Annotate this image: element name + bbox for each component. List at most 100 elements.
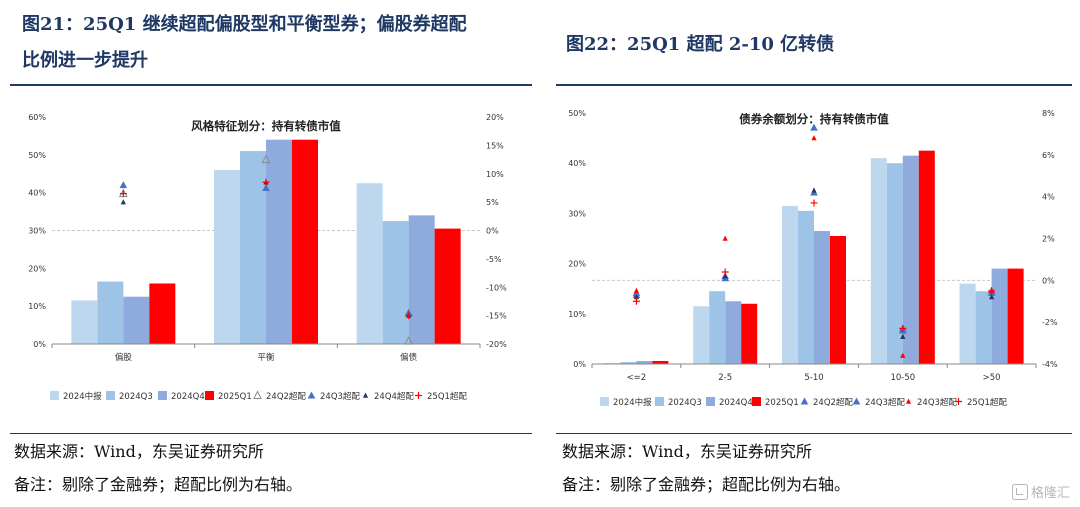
bar xyxy=(975,291,992,364)
bar xyxy=(782,205,798,364)
bar xyxy=(693,306,710,364)
bar xyxy=(902,155,919,364)
y2-tick-label: -15% xyxy=(486,312,507,321)
watermark-text: 格隆汇 xyxy=(1030,486,1070,501)
category-label: <=2 xyxy=(627,373,647,383)
bar xyxy=(709,291,726,364)
y2-tick-label: -4% xyxy=(1042,360,1058,369)
right-source: 数据来源：Wind，东吴证券研究所 xyxy=(562,442,812,461)
y-tick-label: 30% xyxy=(568,209,586,218)
overweight-marker xyxy=(721,268,729,276)
bar xyxy=(97,281,124,344)
bar xyxy=(991,268,1008,364)
bar xyxy=(382,221,409,344)
y-tick-label: 10% xyxy=(568,310,586,319)
legend-label: 24Q3超配 xyxy=(320,391,360,402)
legend-swatch xyxy=(600,397,609,406)
category-label: 2-5 xyxy=(718,373,732,383)
overweight-marker xyxy=(988,287,996,295)
bar xyxy=(620,361,637,364)
bar xyxy=(652,360,669,364)
left-source-rule xyxy=(10,433,532,434)
overweight-marker xyxy=(899,324,907,332)
legend-swatch xyxy=(158,391,167,400)
bar xyxy=(434,228,461,344)
y2-tick-label: -5% xyxy=(486,255,502,264)
y2-tick-label: 15% xyxy=(486,141,504,150)
right-note: 备注：剔除了金融券；超配比例为右轴。 xyxy=(562,475,851,494)
right-source-rule xyxy=(556,433,1072,434)
overweight-marker xyxy=(810,199,818,207)
legend-label: 2024Q3 xyxy=(668,398,702,408)
y-tick-label: 40% xyxy=(28,189,46,198)
legend-swatch xyxy=(706,397,715,406)
y-tick-label: 20% xyxy=(28,264,46,273)
legend-label: 2024Q4 xyxy=(171,392,205,402)
bar xyxy=(240,151,266,344)
overweight-marker xyxy=(404,336,414,345)
legend-marker-icon xyxy=(253,390,262,399)
y-tick-label: 30% xyxy=(28,227,46,236)
legend-label: 25Q1超配 xyxy=(427,391,467,402)
y-tick-label: 20% xyxy=(568,260,586,269)
watermark-logo-icon xyxy=(1011,483,1028,500)
overweight-marker xyxy=(810,123,818,131)
bar xyxy=(123,296,150,344)
bar xyxy=(886,163,903,364)
overweight-marker xyxy=(261,154,271,164)
bar xyxy=(918,150,935,364)
bar xyxy=(604,362,621,364)
overweight-marker xyxy=(811,187,817,193)
bar xyxy=(149,283,176,344)
left-figure-title-line2: 比例进一步提升 xyxy=(22,50,148,71)
legend-label: 24Q3超配 xyxy=(917,397,957,408)
y2-tick-label: 0% xyxy=(486,227,499,236)
legend-label: 2025Q1 xyxy=(765,398,799,408)
chart-title: 债券余额划分：持有转债市值 xyxy=(739,112,889,126)
left-chart: 风格特征划分：持有转债市值 0% 10% 20% 30% 40% 50% 60% -20% -15… xyxy=(28,113,507,402)
overweight-marker xyxy=(120,199,126,205)
legend-label: 2024中报 xyxy=(63,391,102,402)
bar xyxy=(798,210,814,364)
legend-marker-icon xyxy=(415,392,422,399)
overweight-marker xyxy=(989,294,995,300)
legend-swatch xyxy=(106,391,115,400)
bar xyxy=(408,215,435,344)
legend-label: 2024Q3 xyxy=(119,392,153,402)
overweight-marker xyxy=(119,190,127,198)
y-tick-label: 0% xyxy=(573,360,586,369)
overweight-marker xyxy=(811,135,817,141)
legend-swatch xyxy=(752,397,761,406)
overweight-marker xyxy=(633,294,639,300)
bar xyxy=(356,183,383,344)
legend-swatch xyxy=(655,397,664,406)
watermark: 格隆汇 xyxy=(1011,482,1070,501)
bar xyxy=(725,301,742,364)
left-note: 备注：剔除了金融券；超配比例为右轴。 xyxy=(14,475,303,494)
legend-label: 2024Q4 xyxy=(719,398,753,408)
y-tick-label: 50% xyxy=(28,151,46,160)
legend-swatch xyxy=(50,391,59,400)
category-label: 偏债 xyxy=(400,352,418,363)
category-label: 偏股 xyxy=(115,352,133,363)
overweight-marker xyxy=(262,178,270,186)
category-label: 10-50 xyxy=(890,373,915,383)
legend-marker-icon xyxy=(955,398,962,405)
overweight-marker xyxy=(900,352,906,358)
y2-tick-label: 4% xyxy=(1042,193,1055,202)
right-chart: 债券余额划分：持有转债市值 0% 10% 20% 30% 40% 50% -4% -2% 0% 2%… xyxy=(568,109,1058,408)
y2-tick-label: -10% xyxy=(486,283,507,292)
y2-tick-label: 20% xyxy=(486,113,504,122)
bar xyxy=(71,300,98,344)
bar xyxy=(266,139,292,344)
y2-tick-label: 2% xyxy=(1042,235,1055,244)
category-label: >50 xyxy=(983,373,1001,383)
legend-marker-icon xyxy=(362,392,369,398)
overweight-marker xyxy=(405,312,413,320)
overweight-marker xyxy=(119,181,128,189)
legend-label: 25Q1超配 xyxy=(967,397,1007,408)
left-title-rule xyxy=(10,84,532,86)
chart-title: 风格特征划分：持有转债市值 xyxy=(191,119,341,133)
overweight-marker xyxy=(633,287,639,293)
legend-label: 24Q3超配 xyxy=(865,397,905,408)
